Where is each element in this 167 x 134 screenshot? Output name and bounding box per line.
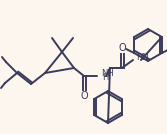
Text: O: O <box>80 91 88 101</box>
Text: H: H <box>102 72 108 81</box>
Text: NH: NH <box>101 70 114 79</box>
Text: O: O <box>118 43 126 53</box>
Text: HN: HN <box>136 53 149 62</box>
